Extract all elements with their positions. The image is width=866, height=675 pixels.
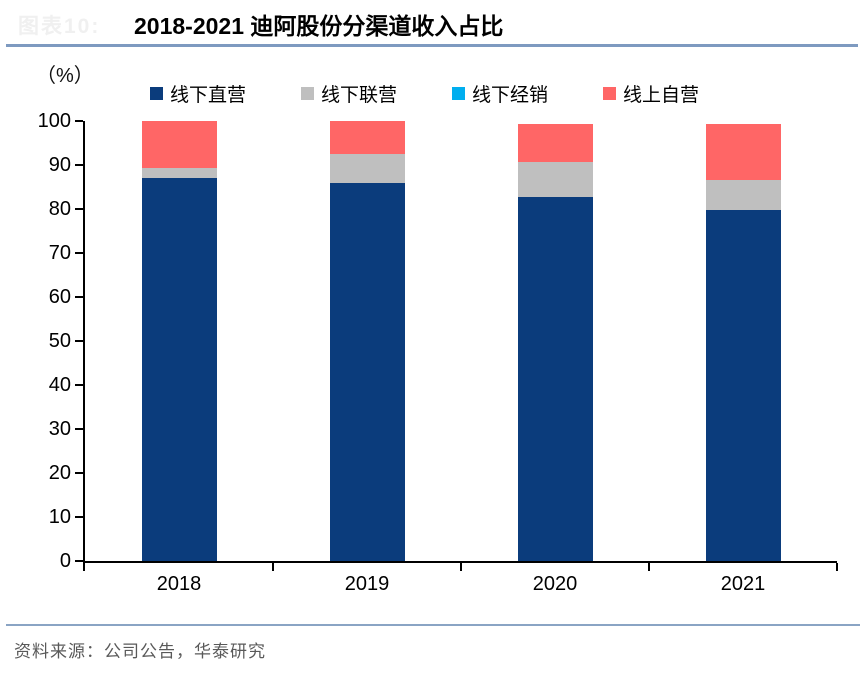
- bar-segment: [141, 121, 217, 169]
- y-axis-tick-label: 20: [48, 462, 71, 484]
- stacked-bar-2021: [705, 121, 781, 561]
- x-axis-tick: [648, 563, 650, 571]
- y-axis-tick-label: 60: [48, 286, 71, 308]
- legend-label: 线下经销: [472, 85, 549, 106]
- chart-legend: 线下直营 线下联营 线下经销 线上自营: [150, 80, 699, 107]
- legend-item-0: 线下直营: [150, 80, 246, 107]
- y-axis-tick: [75, 560, 83, 562]
- x-axis-tick-label: 2021: [720, 573, 766, 595]
- legend-label: 线下直营: [170, 85, 247, 106]
- x-axis-tick: [460, 563, 462, 571]
- y-axis-tick: [75, 296, 83, 298]
- y-axis-tick: [75, 340, 83, 342]
- y-axis-tick-label: 0: [59, 550, 71, 572]
- bar-segment: [517, 197, 593, 561]
- bar-segment: [329, 154, 405, 184]
- y-axis-tick: [75, 208, 83, 210]
- title-divider: [6, 44, 858, 47]
- y-axis-tick: [75, 516, 83, 518]
- y-axis-tick-label: 30: [48, 418, 71, 440]
- legend-label: 线下联营: [321, 85, 398, 106]
- source-note: 资料来源：公司公告，华泰研究: [14, 642, 266, 661]
- x-axis-tick-label: 2018: [156, 573, 202, 595]
- y-axis-tick: [75, 252, 83, 254]
- y-axis-unit-label: （%）: [36, 65, 94, 87]
- y-axis-tick-label: 90: [48, 154, 71, 176]
- legend-item-1: 线下联营: [301, 80, 397, 107]
- legend-label: 线上自营: [623, 85, 700, 106]
- stacked-bar-2019: [329, 121, 405, 561]
- legend-swatch-icon: [603, 87, 617, 100]
- x-axis-tick: [83, 563, 85, 571]
- y-axis-tick-label: 100: [37, 110, 71, 132]
- bar-segment: [329, 183, 405, 561]
- bar-segment: [141, 168, 217, 179]
- bar-segment: [705, 209, 781, 561]
- chart-title: 2018-2021 迪阿股份分渠道收入占比: [134, 13, 504, 39]
- legend-item-2: 线下经销: [452, 80, 548, 107]
- y-axis-tick: [75, 384, 83, 386]
- x-axis-tick-label: 2019: [344, 573, 390, 595]
- y-axis-tick-label: 70: [48, 242, 71, 264]
- x-axis-tick: [272, 563, 274, 571]
- x-axis-tick: [836, 563, 838, 571]
- y-axis-tick-label: 80: [48, 198, 71, 220]
- legend-swatch-icon: [150, 87, 163, 100]
- bar-segment: [517, 161, 593, 198]
- y-axis-tick: [75, 120, 83, 122]
- y-axis-tick: [75, 164, 83, 166]
- legend-item-3: 线上自营: [603, 80, 699, 107]
- stacked-bar-2020: [517, 121, 593, 561]
- bar-segment: [329, 121, 405, 154]
- legend-swatch-icon: [301, 87, 315, 100]
- x-axis-line: [83, 561, 837, 563]
- y-axis-tick: [75, 472, 83, 474]
- bar-segment: [517, 123, 593, 162]
- y-axis-tick-label: 40: [48, 374, 71, 396]
- y-axis-tick-label: 50: [48, 330, 71, 352]
- x-axis-tick-label: 2020: [532, 573, 578, 595]
- y-axis-line: [83, 121, 85, 563]
- y-axis-tick-label: 10: [48, 506, 71, 528]
- bar-segment: [705, 179, 781, 210]
- figure-number: 图表10:: [18, 15, 101, 38]
- plot-area: 0 10 20 30 40 50 60 70 80 90 100 2018 2019 2020 2021: [38, 111, 838, 595]
- footer-divider: [6, 624, 860, 626]
- legend-swatch-icon: [452, 87, 466, 100]
- y-axis-tick: [75, 428, 83, 430]
- stacked-bar-2018: [141, 121, 217, 561]
- bar-segment: [141, 178, 217, 561]
- bar-segment: [705, 123, 781, 180]
